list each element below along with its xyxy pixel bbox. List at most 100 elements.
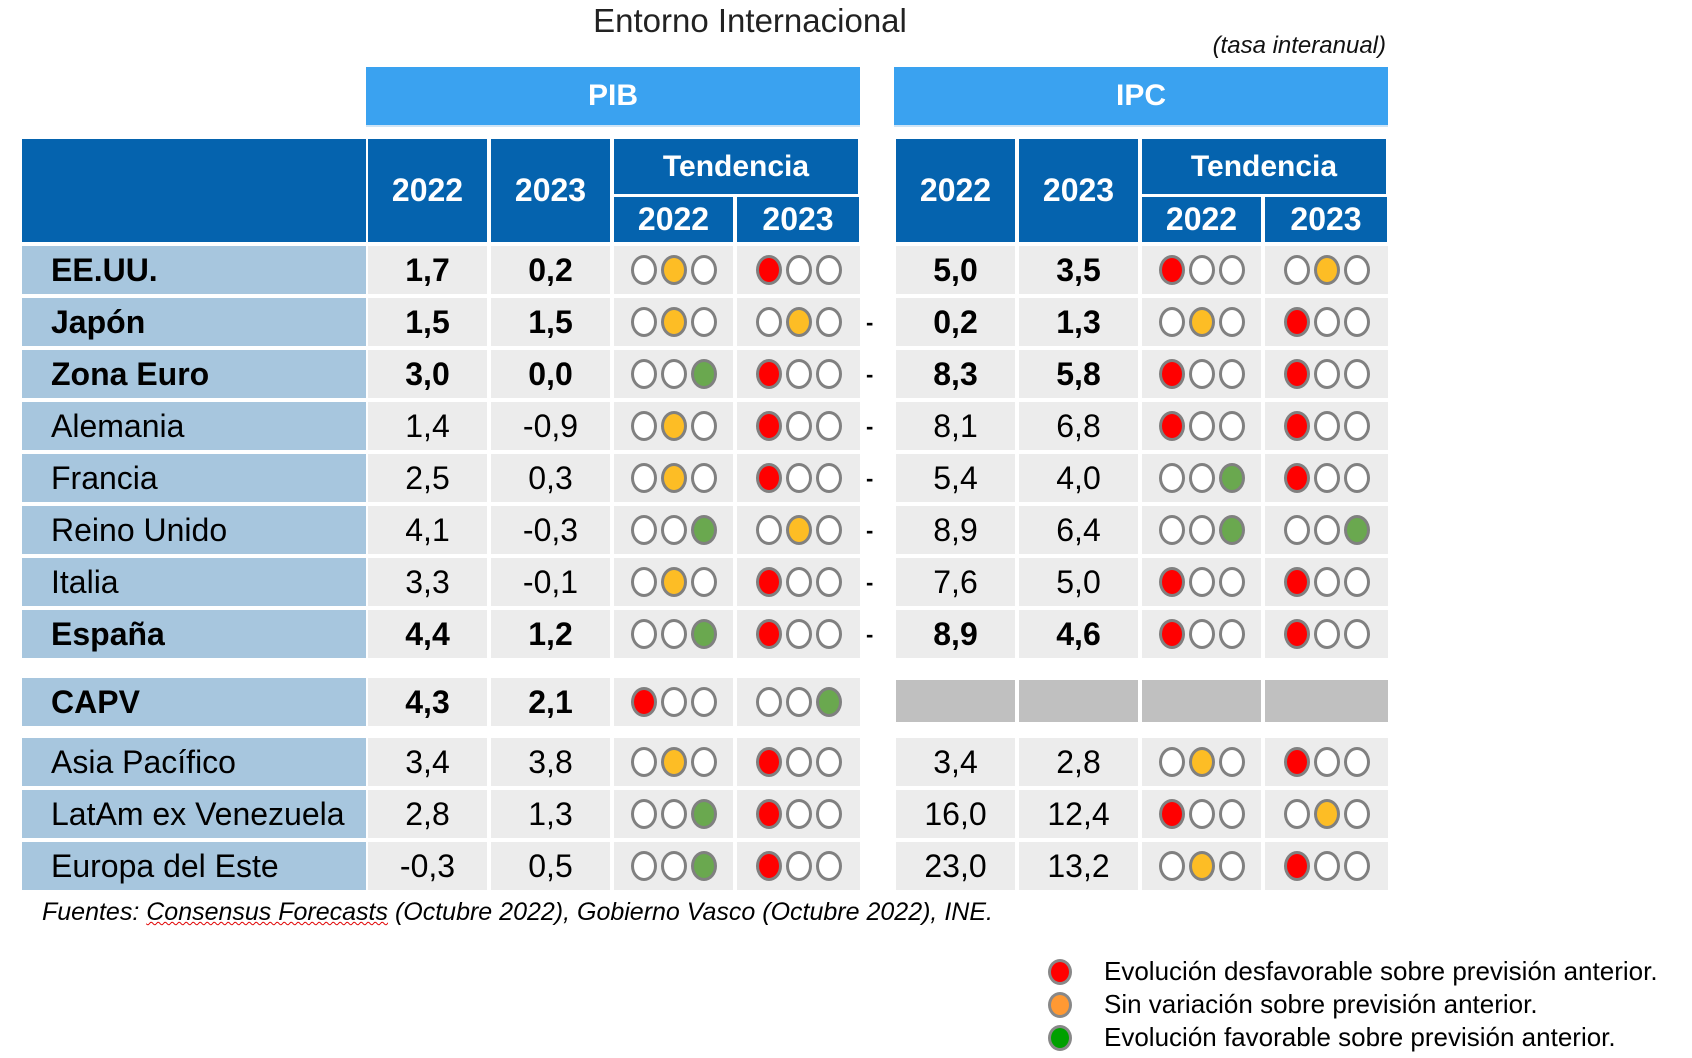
pib-2022-value: 4,1 <box>368 506 487 554</box>
traffic-light <box>630 255 717 285</box>
pib-2022-value: 1,4 <box>368 402 487 450</box>
green-light-icon <box>690 851 717 881</box>
empty-light-icon <box>1343 463 1370 493</box>
traffic-light <box>755 851 842 881</box>
amber-light-icon <box>660 255 687 285</box>
ipc-2023-value: 1,3 <box>1019 298 1138 346</box>
ipc-trend-2022 <box>1142 506 1261 554</box>
pib-trend-header-2023: 2023 <box>737 197 859 242</box>
empty-light-icon <box>660 851 687 881</box>
pib-2023-value: -0,3 <box>491 506 610 554</box>
amber-light-icon <box>1188 851 1215 881</box>
ipc-trend-2023 <box>1265 298 1388 346</box>
ipc-trend-2022 <box>1142 298 1261 346</box>
ipc-2022-value: 3,4 <box>896 738 1015 786</box>
red-light-icon <box>755 619 782 649</box>
pib-2023-value: -0,9 <box>491 402 610 450</box>
empty-light-icon <box>815 619 842 649</box>
amber-light-icon <box>785 515 812 545</box>
row-label: Zona Euro <box>22 350 366 398</box>
empty-light-icon <box>1218 619 1245 649</box>
empty-light-icon <box>755 307 782 337</box>
traffic-light <box>1158 463 1245 493</box>
legend-label: Evolución desfavorable sobre previsión a… <box>1104 956 1658 986</box>
empty-light-icon <box>1188 515 1215 545</box>
red-light-icon <box>1283 851 1310 881</box>
pib-2022-value: 2,8 <box>368 790 487 838</box>
traffic-light <box>1158 799 1245 829</box>
empty-light-icon <box>1313 747 1340 777</box>
ipc-empty-cell <box>1265 680 1388 722</box>
empty-light-icon <box>660 359 687 389</box>
ipc-header-tendencia: Tendencia <box>1142 139 1386 194</box>
traffic-light <box>1283 307 1370 337</box>
traffic-light <box>630 747 717 777</box>
pib-2022-value: 3,0 <box>368 350 487 398</box>
pib-trend-header-2022: 2022 <box>614 197 733 242</box>
row-label: CAPV <box>22 678 366 726</box>
orange-dot-icon <box>1048 991 1072 1018</box>
empty-light-icon <box>1343 567 1370 597</box>
ipc-trend-header-2023: 2023 <box>1265 197 1387 242</box>
empty-light-icon <box>785 255 812 285</box>
ipc-empty-cell <box>896 680 1015 722</box>
empty-light-icon <box>630 799 657 829</box>
pib-trend-2023 <box>737 842 860 890</box>
empty-light-icon <box>1313 515 1340 545</box>
source-consensus: Consensus Forecasts <box>146 898 389 926</box>
empty-light-icon <box>630 851 657 881</box>
red-light-icon <box>1158 567 1185 597</box>
traffic-light <box>1283 515 1370 545</box>
ipc-2023-value: 4,6 <box>1019 610 1138 658</box>
pib-2023-value: 1,2 <box>491 610 610 658</box>
ipc-trend-2022 <box>1142 402 1261 450</box>
pib-trend-2022 <box>614 842 733 890</box>
traffic-light <box>1158 307 1245 337</box>
empty-light-icon <box>785 411 812 441</box>
ipc-trend-2022 <box>1142 246 1261 294</box>
separator-dash: - <box>866 414 874 439</box>
traffic-light <box>1283 619 1370 649</box>
source-note: Fuentes: Consensus Forecasts (Octubre 20… <box>42 898 993 927</box>
ipc-trend-2023 <box>1265 350 1388 398</box>
empty-light-icon <box>1218 359 1245 389</box>
pib-trend-2022 <box>614 298 733 346</box>
ipc-2023-value: 6,4 <box>1019 506 1138 554</box>
empty-light-icon <box>630 747 657 777</box>
red-light-icon <box>1283 619 1310 649</box>
empty-light-icon <box>1188 255 1215 285</box>
empty-light-icon <box>785 747 812 777</box>
traffic-light <box>755 307 842 337</box>
red-light-icon <box>1158 359 1185 389</box>
red-light-icon <box>1283 411 1310 441</box>
legend-item-favorable: Evolución favorable sobre previsión ante… <box>1048 1021 1658 1054</box>
empty-light-icon <box>815 359 842 389</box>
row-label: Alemania <box>22 402 366 450</box>
empty-light-icon <box>1218 255 1245 285</box>
empty-light-icon <box>815 255 842 285</box>
amber-light-icon <box>1188 747 1215 777</box>
source-prefix: Fuentes: <box>42 898 147 926</box>
empty-light-icon <box>1343 799 1370 829</box>
separator-dash: - <box>866 622 874 647</box>
ipc-2023-value: 13,2 <box>1019 842 1138 890</box>
separator-dash: - <box>866 466 874 491</box>
empty-light-icon <box>630 567 657 597</box>
amber-light-icon <box>785 307 812 337</box>
empty-light-icon <box>755 687 782 717</box>
traffic-light <box>630 799 717 829</box>
amber-light-icon <box>1313 255 1340 285</box>
ipc-trend-2023 <box>1265 506 1388 554</box>
ipc-trend-2023 <box>1265 610 1388 658</box>
traffic-light <box>1283 851 1370 881</box>
row-label: EE.UU. <box>22 246 366 294</box>
empty-light-icon <box>1313 411 1340 441</box>
red-light-icon <box>1158 619 1185 649</box>
empty-light-icon <box>1188 359 1215 389</box>
ipc-trend-2023 <box>1265 790 1388 838</box>
empty-light-icon <box>1188 619 1215 649</box>
red-light-icon <box>1283 567 1310 597</box>
empty-light-icon <box>630 255 657 285</box>
empty-light-icon <box>1283 255 1310 285</box>
pib-trend-2022 <box>614 738 733 786</box>
